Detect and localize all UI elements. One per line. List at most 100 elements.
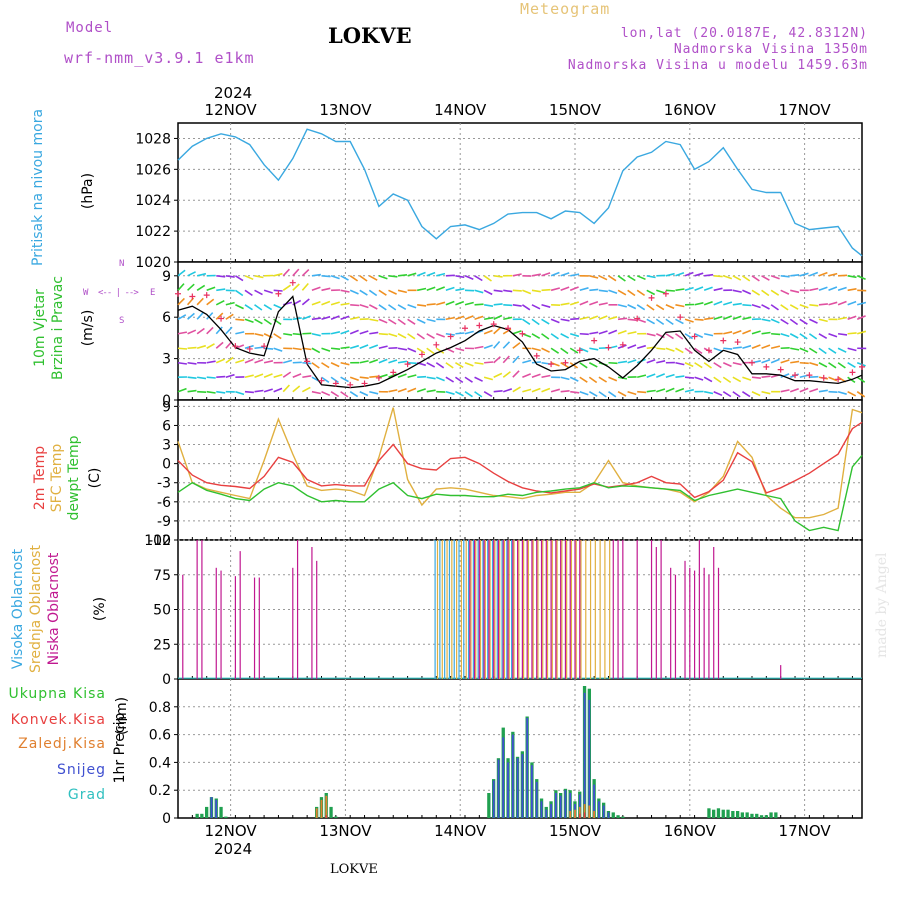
wind-arrow bbox=[569, 301, 580, 306]
y-tick-label: 1026 bbox=[135, 162, 171, 178]
wind-arrow bbox=[359, 344, 369, 349]
day-label-top: 12NOV bbox=[205, 101, 258, 119]
wind-arrow bbox=[665, 318, 674, 326]
wind-arrow bbox=[273, 272, 283, 277]
gust-marker bbox=[289, 279, 296, 286]
wind-arrow bbox=[598, 376, 608, 383]
wind-arrow bbox=[464, 301, 474, 306]
wind-arrow bbox=[770, 304, 779, 311]
wind-arrow bbox=[388, 389, 398, 393]
wind-arrow bbox=[503, 316, 513, 321]
precip-bar bbox=[621, 816, 625, 818]
wind-arrow bbox=[417, 303, 427, 307]
wind-arrow bbox=[321, 300, 331, 306]
wind-arrow bbox=[455, 347, 465, 352]
gust-marker bbox=[562, 359, 569, 366]
precip-bar bbox=[593, 784, 595, 818]
wind-arrow bbox=[359, 275, 368, 282]
wind-arrow bbox=[273, 289, 283, 292]
wind-arrow bbox=[694, 333, 704, 339]
wind-arrow bbox=[703, 376, 713, 383]
wind-arrow bbox=[818, 303, 828, 306]
wind-arrow bbox=[215, 312, 224, 320]
precip-bar bbox=[616, 815, 620, 818]
wind-arrow bbox=[713, 287, 723, 292]
wind-arrow bbox=[617, 317, 628, 321]
wind-arrow bbox=[780, 359, 790, 364]
gust-marker bbox=[820, 374, 827, 381]
precip-bar bbox=[325, 795, 328, 818]
wind-arrow bbox=[311, 390, 321, 395]
wind-arrow bbox=[656, 360, 666, 364]
wind-arrow bbox=[321, 315, 331, 321]
wind-arrow bbox=[665, 272, 675, 277]
gust-marker bbox=[505, 325, 512, 332]
wind-arrow bbox=[646, 289, 656, 296]
wind-arrow bbox=[732, 361, 742, 366]
wind-arrow bbox=[665, 347, 675, 352]
wind-arrow bbox=[579, 332, 589, 336]
gust-marker bbox=[705, 347, 712, 354]
station-title: LOKVE bbox=[328, 23, 412, 48]
wind-arrow bbox=[340, 275, 349, 281]
y-tick-label: 25 bbox=[153, 637, 171, 653]
wind-arrow bbox=[818, 333, 828, 339]
wind-arrow bbox=[254, 389, 264, 393]
wind-arrow bbox=[254, 358, 264, 364]
wind-arrow bbox=[703, 332, 714, 337]
wind-arrow bbox=[751, 390, 761, 397]
dewpt-temp-series bbox=[177, 454, 863, 532]
wind-arrow bbox=[417, 287, 427, 292]
wind-arrow bbox=[560, 376, 570, 381]
day-label-bottom: 14NOV bbox=[434, 822, 487, 840]
wind-arrow bbox=[350, 316, 360, 321]
wind-arrow bbox=[598, 275, 608, 281]
precip-bar bbox=[526, 717, 529, 818]
gust-marker bbox=[218, 315, 225, 322]
wind-arrow bbox=[359, 289, 368, 296]
wind-arrow bbox=[301, 298, 310, 306]
wind-arrow bbox=[311, 286, 321, 292]
wind-arrow bbox=[694, 286, 704, 292]
wind-arrow bbox=[598, 330, 608, 335]
y-tick-label: -6 bbox=[157, 495, 171, 511]
y-tick-label: 0.6 bbox=[149, 728, 171, 744]
wind-arrow bbox=[407, 272, 417, 277]
wind-arrow bbox=[713, 362, 722, 369]
wind-arrow bbox=[522, 388, 532, 393]
wind-arrow bbox=[254, 332, 264, 337]
wind-arrow bbox=[790, 274, 800, 277]
wind-arrow bbox=[264, 347, 274, 350]
wind-arrow bbox=[206, 298, 215, 306]
wind-arrow bbox=[311, 347, 321, 354]
wind-arrow bbox=[435, 347, 445, 354]
wind-arrow bbox=[417, 375, 427, 379]
wind-arrow bbox=[340, 361, 350, 366]
wind-arrow bbox=[560, 347, 569, 355]
wind-arrow bbox=[751, 344, 761, 349]
wind-arrow bbox=[751, 330, 761, 335]
wind-arrow bbox=[809, 303, 819, 307]
precip-bar bbox=[497, 759, 500, 818]
wind-arrow bbox=[359, 330, 369, 335]
precip-bar bbox=[535, 781, 538, 818]
year-top: 2024 bbox=[214, 84, 253, 102]
precip-bar bbox=[545, 809, 548, 818]
wind-arrow bbox=[397, 387, 407, 393]
gust-marker bbox=[203, 292, 210, 299]
wind-arrow bbox=[809, 287, 819, 292]
gust-marker bbox=[476, 322, 483, 329]
gust-marker bbox=[849, 369, 856, 376]
wind-arrow bbox=[703, 362, 712, 369]
wind-arrow bbox=[340, 376, 349, 383]
wind-arrow bbox=[780, 318, 789, 325]
wind-arrow bbox=[397, 274, 408, 277]
wind-arrow bbox=[674, 333, 684, 340]
wind-arrow bbox=[838, 274, 848, 277]
wind-arrow bbox=[512, 303, 522, 307]
wind-arrow bbox=[244, 289, 253, 297]
wind-arrow bbox=[483, 316, 494, 321]
wind-arrow bbox=[196, 284, 206, 291]
wind-arrow bbox=[790, 360, 800, 364]
wind-arrow bbox=[311, 332, 321, 337]
